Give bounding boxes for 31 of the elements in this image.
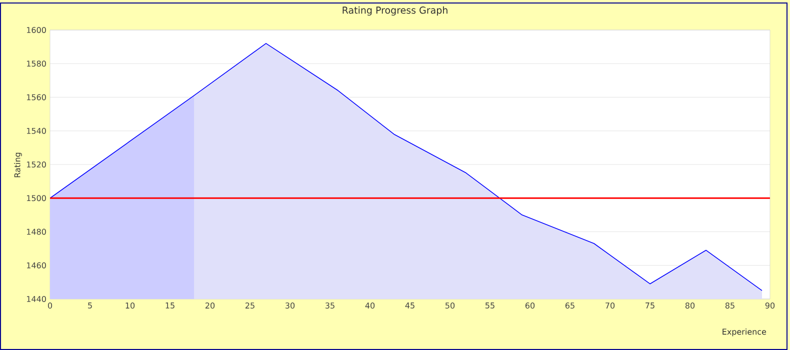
x-tick-label: 50 [446,302,455,309]
x-tick-label: 80 [685,302,695,309]
y-tick-label: 1600 [27,26,46,34]
y-tick-label: 1480 [27,228,46,235]
x-tick-label: 35 [326,302,334,309]
y-tick-label: 1560 [27,94,46,100]
x-tick-label: 55 [486,302,494,308]
x-tick-label: 25 [245,302,254,309]
x-axis-title: Experience [722,328,766,336]
x-tick-label: 45 [405,302,414,308]
y-tick-label: 1580 [27,60,46,67]
x-tick-label: 75 [646,302,654,308]
x-tick-label: 90 [765,302,775,309]
x-tick-label: 65 [565,302,574,309]
x-tick-label: 70 [606,302,615,309]
x-tick-label: 20 [205,302,215,309]
x-tick-label: 15 [166,302,174,308]
chart-title: Rating Progress Graph [342,6,448,16]
x-tick-label: 40 [365,302,375,309]
y-tick-label: 1500 [27,195,46,202]
y-tick-label: 1540 [27,128,46,134]
x-tick-label: 10 [126,302,135,309]
x-tick-label: 0 [48,302,52,309]
x-tick-label: 60 [525,302,535,309]
x-tick-label: 85 [725,302,734,309]
x-tick-label: 30 [286,302,295,309]
y-axis-title: Rating [14,152,22,178]
y-tick-label: 1520 [27,161,46,168]
y-tick-label: 1440 [27,296,46,302]
y-tick-label: 1460 [27,262,46,268]
x-tick-label: 5 [88,302,92,308]
